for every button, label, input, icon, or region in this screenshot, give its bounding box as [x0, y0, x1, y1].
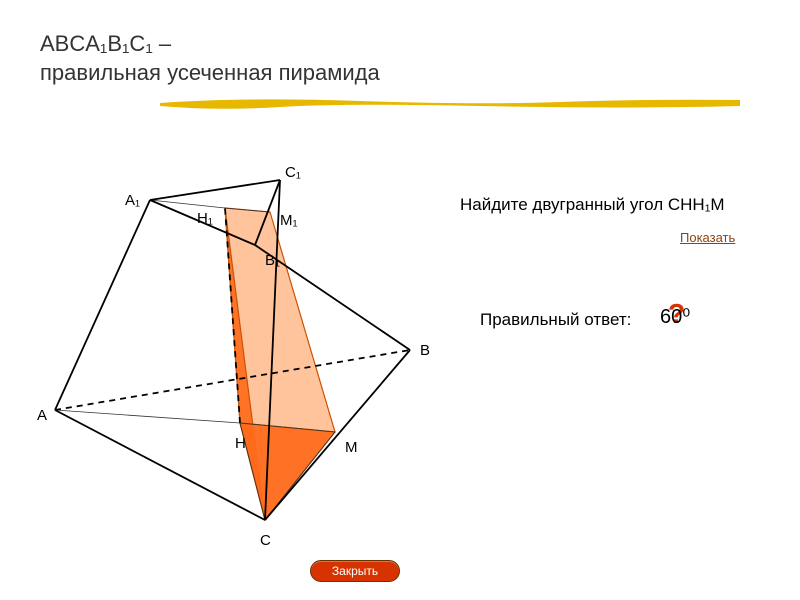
title-line-1: ABCA₁B₁C₁ –: [40, 31, 171, 56]
pyramid-diagram: A B C A₁ B₁ C₁ H H₁ M M₁: [30, 150, 450, 550]
vertex-label-B: B: [420, 342, 430, 359]
vertex-label-H1: H₁: [197, 210, 213, 227]
close-button[interactable]: Закрыть: [310, 560, 400, 582]
task-text: Найдите двугранный угол СНН₁М: [460, 195, 725, 215]
show-link[interactable]: Показать: [680, 230, 735, 245]
vertex-label-C1: C₁: [285, 164, 301, 181]
title-line-2: правильная усеченная пирамида: [40, 60, 380, 85]
answer-value: 60⁰: [660, 304, 690, 329]
vertex-label-C: C: [260, 532, 271, 549]
vertex-label-A1: A₁: [125, 192, 140, 209]
vertex-label-B1: B₁: [265, 252, 280, 269]
vertex-label-M: M: [345, 439, 358, 456]
vertex-label-H: H: [235, 435, 246, 452]
vertex-label-A: A: [37, 407, 47, 424]
answer-label: Правильный ответ:: [480, 310, 631, 330]
vertex-label-M1: M₁: [280, 212, 298, 229]
slide-title: ABCA₁B₁C₁ – правильная усеченная пирамид…: [40, 30, 380, 87]
title-underline-brush: [160, 95, 740, 109]
